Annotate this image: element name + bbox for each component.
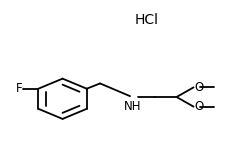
Text: HCl: HCl — [134, 13, 158, 27]
Text: F: F — [16, 82, 22, 95]
Text: O: O — [194, 81, 203, 94]
Text: O: O — [194, 100, 203, 113]
Text: NH: NH — [124, 100, 142, 113]
